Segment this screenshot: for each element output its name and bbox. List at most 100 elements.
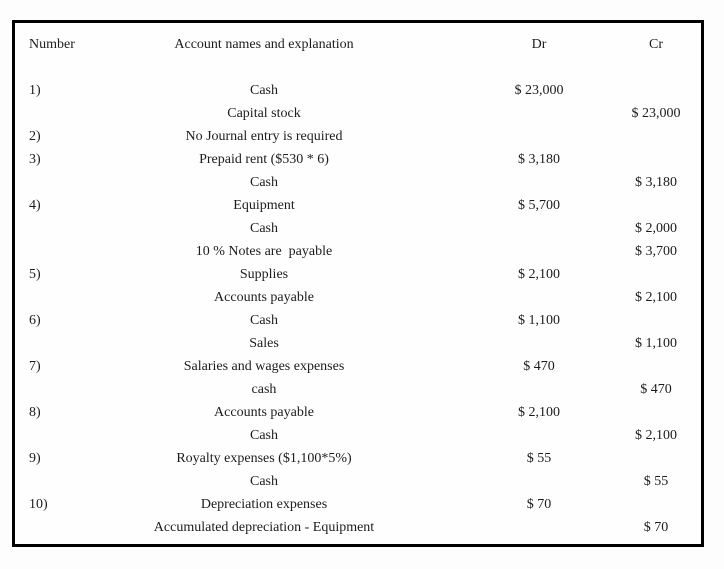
journal-row: 5) Supplies $ 2,100 <box>15 263 701 286</box>
cell-credit-amount <box>599 309 701 332</box>
cell-debit-amount: $ 2,100 <box>518 405 560 420</box>
cell-account-name: Cash <box>250 313 278 328</box>
journal-row: 10) Depreciation expenses $ 70 <box>15 493 701 516</box>
cell-entry-number <box>15 470 129 493</box>
cell-debit-amount: $ 470 <box>523 359 555 374</box>
cell-account-name: Cash <box>250 175 278 190</box>
cell-debit-amount <box>479 171 599 194</box>
journal-row: 10 % Notes are payable $ 3,700 <box>15 240 701 263</box>
journal-row: 3) Prepaid rent ($530 * 6) $ 3,180 <box>15 148 701 171</box>
journal-entries-table: Number Account names and explanation Dr … <box>12 20 704 547</box>
cell-account-name: Accounts payable <box>214 290 314 305</box>
journal-row: Cash $ 55 <box>15 470 701 493</box>
header-cr: Cr <box>649 37 663 52</box>
cell-debit-amount <box>479 378 599 401</box>
cell-credit-amount <box>599 148 701 171</box>
cell-debit-amount <box>479 470 599 493</box>
cell-credit-amount <box>599 355 701 378</box>
cell-debit-amount <box>479 332 599 355</box>
cell-credit-amount: $ 55 <box>643 474 669 489</box>
cell-credit-amount: $ 23,000 <box>631 106 681 121</box>
cell-debit-amount <box>479 217 599 240</box>
cell-account-name: Equipment <box>233 198 295 213</box>
cell-account-name: Sales <box>249 336 279 351</box>
journal-row: Accounts payable $ 2,100 <box>15 286 701 309</box>
cell-entry-number <box>15 217 129 240</box>
cell-entry-number: 8) <box>29 405 41 420</box>
cell-entry-number: 3) <box>29 152 41 167</box>
cell-credit-amount <box>599 79 701 102</box>
cell-credit-amount: $ 2,000 <box>635 221 677 236</box>
cell-entry-number <box>15 240 129 263</box>
journal-row: Sales $ 1,100 <box>15 332 701 355</box>
journal-row: Cash $ 2,000 <box>15 217 701 240</box>
cell-entry-number: 9) <box>29 451 41 466</box>
cell-entry-number <box>15 378 129 401</box>
cell-account-name: Depreciation expenses <box>200 497 328 512</box>
cell-debit-amount: $ 2,100 <box>518 267 560 282</box>
journal-row: 9) Royalty expenses ($1,100*5%) $ 55 <box>15 447 701 470</box>
cell-account-name: Cash <box>250 83 278 98</box>
journal-row: cash $ 470 <box>15 378 701 401</box>
cell-debit-amount: $ 70 <box>526 497 552 512</box>
header-account: Account names and explanation <box>174 37 354 52</box>
cell-credit-amount: $ 3,700 <box>635 244 677 259</box>
cell-entry-number <box>15 286 129 309</box>
cell-debit-amount <box>479 102 599 125</box>
journal-row: Capital stock $ 23,000 <box>15 102 701 125</box>
journal-row: 2) No Journal entry is required <box>15 125 701 148</box>
cell-credit-amount: $ 70 <box>643 520 669 535</box>
cell-credit-amount <box>599 263 701 286</box>
cell-debit-amount: $ 55 <box>526 451 552 466</box>
cell-account-name: Salaries and wages expenses <box>183 359 345 374</box>
cell-entry-number <box>15 424 129 447</box>
cell-credit-amount: $ 2,100 <box>635 428 677 443</box>
cell-credit-amount <box>599 401 701 424</box>
table-header-row: Number Account names and explanation Dr … <box>15 23 701 67</box>
cell-debit-amount: $ 5,700 <box>518 198 560 213</box>
cell-credit-amount <box>599 194 701 217</box>
cell-entry-number: 2) <box>29 129 41 144</box>
table-body: 1) Cash $ 23,000 Capital stock $ 23,000 … <box>15 79 701 539</box>
cell-entry-number: 4) <box>29 198 41 213</box>
cell-credit-amount: $ 2,100 <box>635 290 677 305</box>
cell-debit-amount <box>479 516 599 539</box>
cell-credit-amount <box>599 447 701 470</box>
cell-entry-number <box>15 171 129 194</box>
cell-credit-amount: $ 1,100 <box>635 336 677 351</box>
cell-credit-amount: $ 3,180 <box>635 175 677 190</box>
cell-account-name: Accumulated depreciation - Equipment <box>153 520 375 535</box>
cell-account-name: Capital stock <box>227 106 301 121</box>
journal-row: Cash $ 2,100 <box>15 424 701 447</box>
journal-row: 6) Cash $ 1,100 <box>15 309 701 332</box>
cell-debit-amount <box>479 125 599 148</box>
journal-row: 1) Cash $ 23,000 <box>15 79 701 102</box>
header-number: Number <box>29 37 75 52</box>
cell-entry-number: 7) <box>29 359 41 374</box>
cell-debit-amount: $ 23,000 <box>514 83 564 98</box>
cell-account-name: Cash <box>250 428 278 443</box>
cell-account-name: 10 % Notes are payable <box>195 244 333 259</box>
cell-account-name: Royalty expenses ($1,100*5%) <box>176 451 352 466</box>
cell-account-name: No Journal entry is required <box>185 129 343 144</box>
cell-entry-number <box>15 102 129 125</box>
cell-debit-amount <box>479 424 599 447</box>
cell-credit-amount <box>599 125 701 148</box>
cell-account-name: Accounts payable <box>214 405 314 420</box>
cell-account-name: Cash <box>250 474 278 489</box>
cell-debit-amount: $ 1,100 <box>518 313 560 328</box>
cell-entry-number: 5) <box>29 267 41 282</box>
cell-debit-amount: $ 3,180 <box>518 152 560 167</box>
journal-row: 8) Accounts payable $ 2,100 <box>15 401 701 424</box>
cell-credit-amount <box>599 493 701 516</box>
cell-account-name: Cash <box>250 221 278 236</box>
cell-debit-amount <box>479 286 599 309</box>
journal-row: 4) Equipment $ 5,700 <box>15 194 701 217</box>
header-dr: Dr <box>531 37 547 52</box>
cell-account-name: cash <box>251 382 277 397</box>
journal-row: 7) Salaries and wages expenses $ 470 <box>15 355 701 378</box>
cell-account-name: Prepaid rent ($530 * 6) <box>199 152 329 167</box>
cell-entry-number: 1) <box>29 83 41 98</box>
cell-account-name: Supplies <box>239 267 289 282</box>
